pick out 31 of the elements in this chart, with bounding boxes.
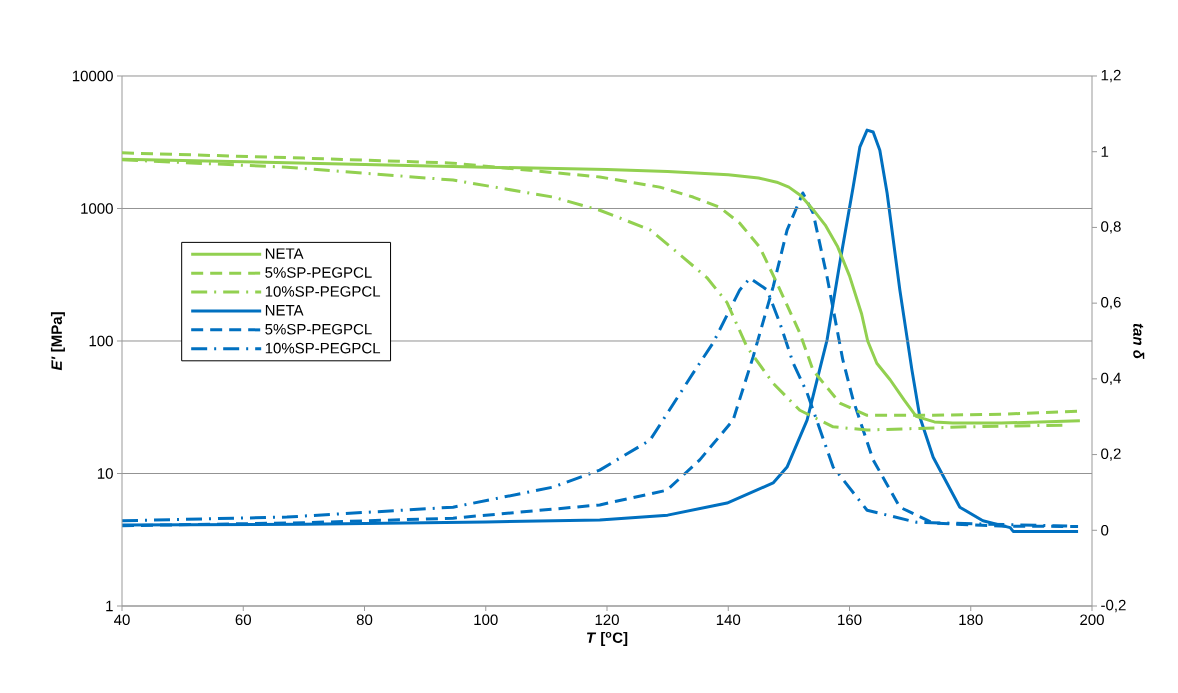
y-axis-title: E' [MPa] xyxy=(50,312,65,371)
y-tick-label: 100 xyxy=(89,335,113,347)
y2-tick-label: 1,2 xyxy=(1101,69,1121,83)
y2-tick-label: -0,2 xyxy=(1101,599,1126,613)
y2-tick-label: 0,4 xyxy=(1101,372,1121,386)
y2-tick-label: 0 xyxy=(1101,524,1109,536)
legend-label: 10%SP-PEGPCL xyxy=(265,342,381,354)
y-tick-label: 1000 xyxy=(81,203,113,214)
y2-tick-label: 0,2 xyxy=(1101,448,1121,461)
x-tick-label: 160 xyxy=(838,614,862,626)
x-tick-label: 180 xyxy=(959,614,983,626)
legend-label: NETA xyxy=(265,248,304,259)
y-tick-label: 10 xyxy=(97,468,113,479)
y2-tick-label: 0,8 xyxy=(1101,221,1121,234)
y2-tick-label: 0,6 xyxy=(1101,296,1121,310)
x-tick-label: 80 xyxy=(356,614,373,626)
y2-axis-title: tan δ xyxy=(1133,323,1145,359)
x-tick-label: 100 xyxy=(474,614,498,626)
x-tick-label: 120 xyxy=(595,614,619,626)
y-tick-label: 1 xyxy=(106,600,113,612)
x-tick-label: 40 xyxy=(114,614,130,626)
x-tick-label: 200 xyxy=(1080,614,1104,626)
x-axis-title: T [$^{o}$C] xyxy=(587,631,628,646)
y-tick-label: 10000 xyxy=(72,70,113,82)
legend-label: NETA xyxy=(265,305,304,316)
x-tick-label: 140 xyxy=(716,614,741,626)
legend-label: 5%SP-PEGPCL xyxy=(265,267,372,278)
legend-label: 5%SP-PEGPCL xyxy=(265,323,372,335)
x-tick-label: 60 xyxy=(235,614,251,626)
y2-tick-label: 1 xyxy=(1101,146,1109,157)
legend-label: 10%SP-PEGPCL xyxy=(265,286,381,297)
